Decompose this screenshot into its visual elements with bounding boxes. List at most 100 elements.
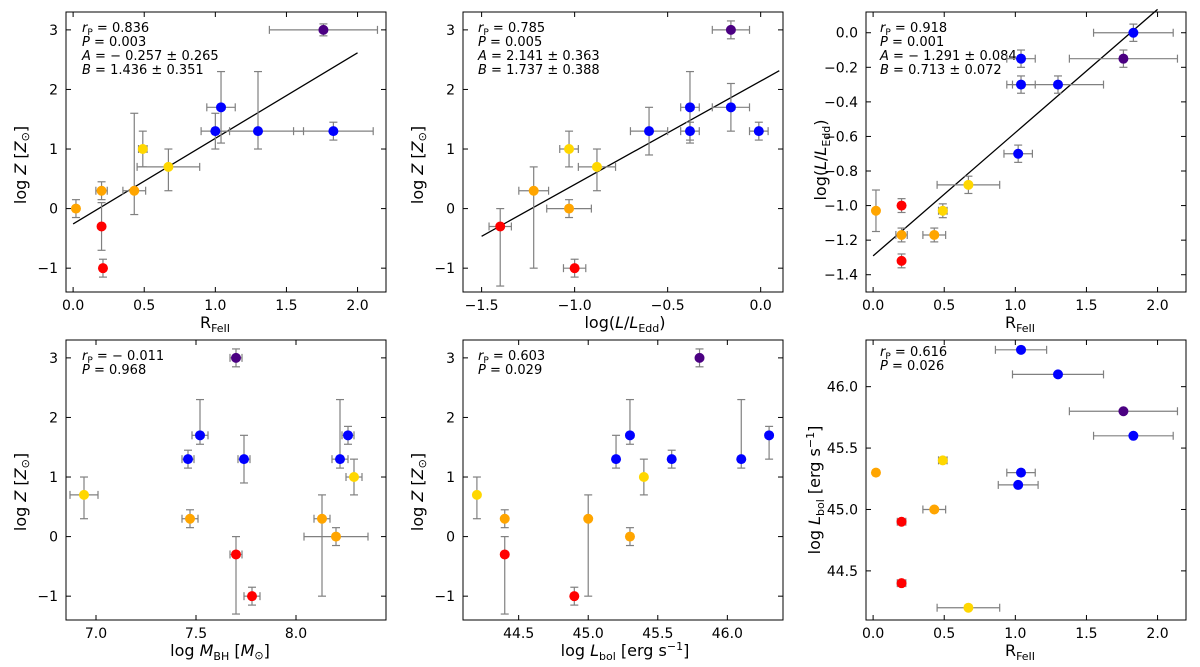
annotation-b: B = 1.737 ± 0.388 [478, 63, 600, 78]
data-point-yellow [79, 489, 89, 500]
data-point-purple [231, 352, 241, 363]
x-axis-label: RFeII [200, 313, 230, 335]
fit-line [872, 8, 1158, 257]
error-bar [181, 509, 199, 529]
x-tick-label: 1.5 [1075, 626, 1097, 642]
x-tick-label: −1.5 [465, 298, 499, 314]
annotation-p: P = 0.968 [82, 363, 146, 378]
x-tick-label: 1.0 [204, 298, 226, 314]
data-point-yellow [591, 161, 602, 172]
data-point-blue [328, 126, 339, 137]
x-tick-label: 7.5 [185, 626, 207, 642]
data-point-red [96, 221, 107, 232]
data-point-blue [1016, 344, 1027, 355]
y-tick-label: −1 [434, 589, 455, 605]
error-bar [584, 494, 593, 597]
data-point-blue [210, 126, 221, 137]
data-point-blue [1016, 79, 1027, 90]
data-point-red [499, 549, 510, 560]
y-axis-label: log Z [Z⊙] [408, 453, 429, 531]
data-point-orange [70, 203, 81, 214]
plot-frame [865, 11, 1187, 293]
data-point-yellow [963, 602, 974, 613]
annotation-p: P = 0.005 [478, 35, 542, 50]
x-tick-label: 0.0 [862, 626, 884, 642]
data-point-blue [239, 454, 249, 465]
x-tick-label: 1.5 [275, 298, 297, 314]
y-tick-label: 3 [49, 23, 58, 39]
data-point-red [495, 221, 506, 232]
x-tick-label: 0.5 [933, 626, 955, 642]
data-point-red [569, 591, 580, 602]
error-bar [313, 494, 331, 597]
panel-rfeii-vs-eddington: log(L/LEdd) RFeII rP = 0.918 P = 0.001 A… [811, 8, 1187, 335]
data-point-yellow [937, 205, 948, 216]
x-tick-label: 2.0 [1146, 298, 1168, 314]
data-point-red [97, 263, 108, 274]
data-point-orange [929, 229, 940, 240]
data-point-red [247, 591, 257, 602]
annotation-rp: rP = − 0.011 [82, 349, 164, 366]
x-tick-label: 1.0 [1004, 298, 1026, 314]
data-point-purple [725, 24, 736, 35]
annotation-a: A = − 1.291 ± 0.084 [879, 49, 1017, 64]
y-tick-label: 0 [49, 530, 58, 546]
y-axis-label: log Z [Z⊙] [11, 453, 32, 531]
data-point-blue [1128, 430, 1139, 441]
data-point-blue [1016, 53, 1027, 64]
data-point-blue [1128, 27, 1139, 38]
y-tick-label: 0 [446, 202, 455, 218]
panel-lbol-vs-logz: log Z [Z⊙] log Lbol [erg s−1] rP = 0.603… [408, 339, 784, 663]
data-point-purple [318, 24, 329, 35]
error-bar [518, 166, 550, 269]
data-point-yellow [163, 161, 174, 172]
data-point-red [896, 200, 907, 211]
annotation-rp: rP = 0.785 [478, 21, 545, 38]
data-point-yellow [564, 144, 575, 155]
data-point-blue [216, 102, 227, 113]
data-point-red [896, 255, 907, 266]
error-bar [559, 130, 579, 168]
data-point-blue [753, 126, 764, 137]
data-point-orange [331, 531, 341, 542]
data-point-yellow [349, 472, 359, 483]
data-point-blue [195, 430, 205, 441]
data-point-orange [129, 185, 140, 196]
annotation-p: P = 0.003 [82, 35, 146, 50]
x-tick-label: −0.5 [651, 298, 685, 314]
y-tick-label: 0 [49, 202, 58, 218]
data-point-purple [694, 352, 705, 363]
y-axis-label: log Lbol [erg s−1] [804, 426, 827, 555]
data-point-blue [343, 430, 353, 441]
plot-frame [462, 11, 784, 293]
data-point-blue [1016, 467, 1027, 478]
x-tick-label: 44.5 [503, 626, 534, 642]
annotation-rp: rP = 0.616 [880, 345, 947, 362]
annotation-rp: rP = 0.603 [478, 349, 545, 366]
data-point-blue [335, 454, 345, 465]
y-tick-label: 0.0 [836, 26, 858, 42]
x-axis-label: RFeII [1005, 313, 1035, 335]
y-tick-label: −1.0 [824, 199, 858, 215]
annotation-rp: rP = 0.836 [82, 21, 149, 38]
y-tick-label: 3 [446, 351, 455, 367]
data-point-orange [317, 513, 327, 524]
data-point-purple [1118, 406, 1129, 417]
x-tick-label: 45.5 [642, 626, 673, 642]
data-point-red [896, 516, 907, 527]
y-tick-label: 3 [446, 23, 455, 39]
x-tick-label: 0.5 [133, 298, 155, 314]
y-tick-label: 0 [446, 530, 455, 546]
data-point-red [569, 263, 580, 274]
y-tick-label: 3 [49, 351, 58, 367]
annotation-p: P = 0.029 [478, 363, 542, 378]
data-point-blue [736, 454, 747, 465]
x-tick-label: 0.0 [862, 298, 884, 314]
data-point-blue [1053, 79, 1063, 90]
y-tick-label: 45.5 [827, 441, 858, 457]
data-point-orange [583, 513, 594, 524]
y-tick-label: 1 [446, 470, 455, 486]
data-point-blue [183, 454, 193, 465]
data-point-blue [253, 126, 263, 137]
